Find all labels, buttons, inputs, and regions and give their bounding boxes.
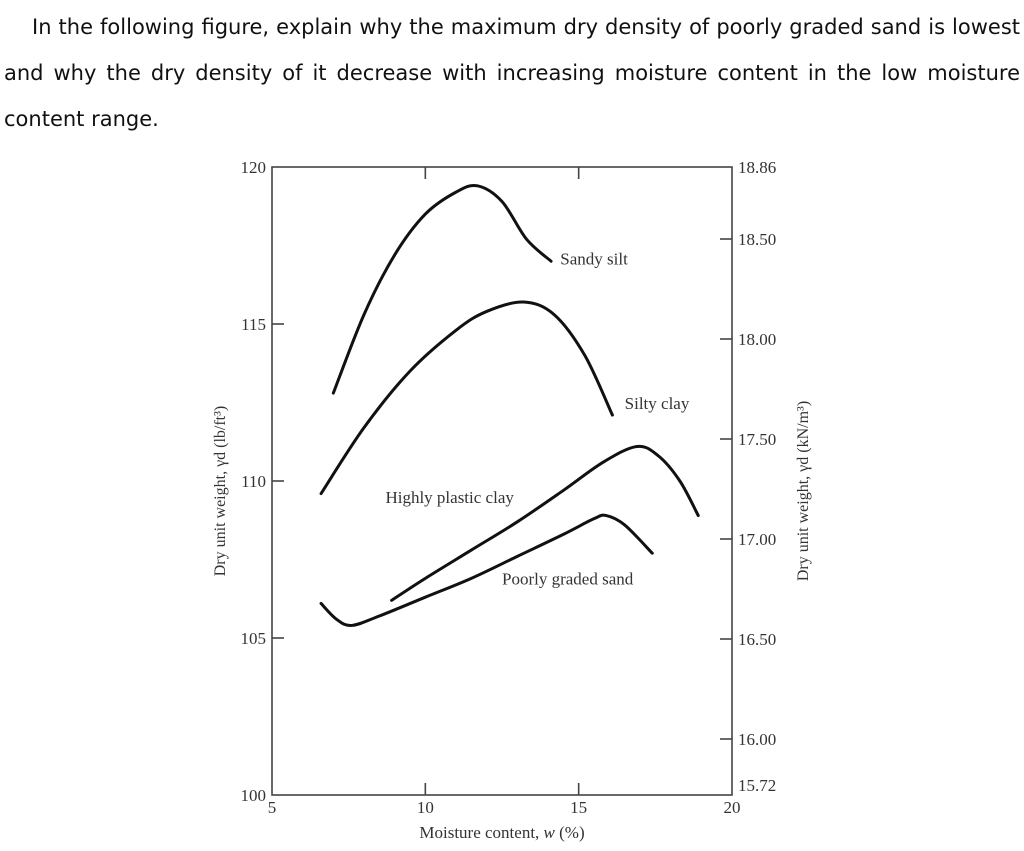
label-silty-clay: Silty clay <box>625 394 690 413</box>
chart-svg: 5 10 15 20 100 105 110 115 120 15.72 16.00 16.50 17.… <box>212 158 812 842</box>
y-right-tick-label: 18.86 <box>738 158 776 177</box>
y-right-tick-label: 17.00 <box>738 530 776 549</box>
y-tick-label: 100 <box>241 786 267 805</box>
y-axis-title-left: Dry unit weight, γd (lb/ft³) <box>212 406 229 577</box>
x-tick-label: 20 <box>724 798 741 817</box>
x-axis-title: Moisture content, w (%) <box>419 823 584 842</box>
y-tick-label: 105 <box>241 629 267 648</box>
x-tick-label: 10 <box>417 798 434 817</box>
curves <box>319 183 700 627</box>
y-tick-label: 110 <box>241 472 266 491</box>
label-highly-plastic-clay: Highly plastic clay <box>385 488 514 507</box>
x-tick-label: 5 <box>268 798 277 817</box>
y-right-tick-label: 17.50 <box>738 430 776 449</box>
curve-silty-clay <box>319 300 614 496</box>
labels: 5 10 15 20 100 105 110 115 120 15.72 16.00 16.50 17.… <box>212 158 812 842</box>
y-tick-label: 115 <box>241 315 266 334</box>
label-sandy-silt: Sandy silt <box>560 249 628 268</box>
axes <box>271 166 733 796</box>
curve-highly-plastic-clay <box>390 444 700 602</box>
y-right-tick-label: 18.00 <box>738 330 776 349</box>
plot-frame <box>271 166 733 796</box>
y-axis-title-right: Dry unit weight, γd (kN/m³) <box>795 401 812 581</box>
y-tick-label: 120 <box>241 158 267 177</box>
label-poorly-graded-sand: Poorly graded sand <box>502 570 634 589</box>
question-body: In the following figure, explain why the… <box>4 15 1020 131</box>
question-text: In the following figure, explain why the… <box>4 4 1020 142</box>
y-right-tick-label: 18.50 <box>738 230 776 249</box>
y-right-tick-label: 16.00 <box>738 730 776 749</box>
compaction-curves-figure: 5 10 15 20 100 105 110 115 120 15.72 16.00 16.50 17.… <box>0 140 1024 846</box>
curve-poorly-graded-sand <box>319 513 654 627</box>
curve-sandy-silt <box>331 183 553 395</box>
x-tick-label: 15 <box>570 798 587 817</box>
y-right-tick-label: 16.50 <box>738 630 776 649</box>
y-right-tick-label: 15.72 <box>738 776 776 795</box>
